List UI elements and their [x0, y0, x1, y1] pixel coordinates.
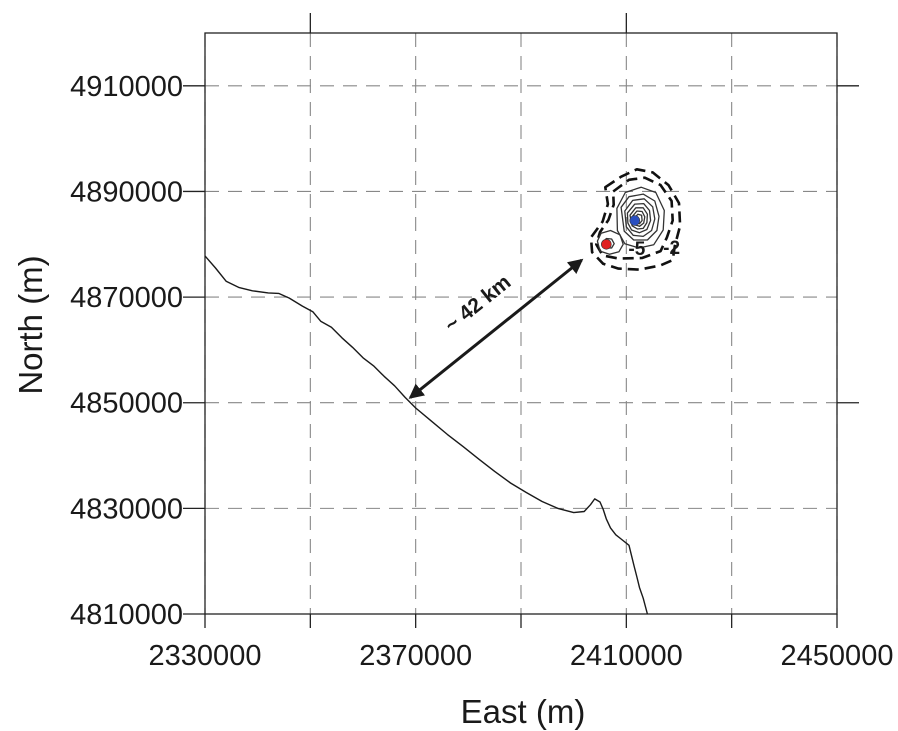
contour-label: -5 [628, 239, 645, 260]
distance-arrow [408, 258, 584, 399]
contour-line [596, 229, 624, 255]
x-tick-label: 2370000 [359, 640, 472, 672]
contour-line [620, 193, 660, 241]
plot-frame [183, 13, 859, 628]
x-axis-title: East (m) [461, 693, 586, 730]
station-point [601, 238, 612, 250]
y-tick-label: 4870000 [70, 282, 183, 314]
contour-line [616, 186, 665, 249]
y-tick-label: 4890000 [70, 176, 183, 208]
grid-layer [204, 33, 838, 615]
coastline [204, 255, 649, 615]
y-tick-label: 4850000 [70, 388, 183, 420]
y-axis-title: North (m) [12, 255, 49, 394]
contour-line [629, 207, 649, 230]
contour-label: -2 [663, 238, 680, 259]
tick-label-layer: 4810000 4830000 4850000 4870000 4890000 49100… [70, 71, 893, 672]
coastline-layer [204, 255, 649, 615]
station-point [629, 215, 641, 226]
distance-label: ~ 42 km [440, 270, 515, 337]
y-tick-label: 4810000 [70, 599, 183, 631]
contour-line-dashed [589, 168, 682, 271]
contour-layer: -5 -2 [589, 168, 682, 271]
y-tick-label: 4910000 [70, 71, 183, 103]
y-tick-label: 4830000 [70, 493, 183, 525]
x-tick-label: 2450000 [781, 640, 894, 672]
x-tick-label: 2330000 [149, 640, 262, 672]
contour-line [624, 198, 656, 238]
annotation-layer: ~ 42 km [408, 258, 584, 399]
x-tick-label: 2410000 [570, 640, 683, 672]
contour-line [626, 202, 652, 234]
point-layer [601, 215, 641, 250]
contour-line-dashed [595, 176, 674, 260]
